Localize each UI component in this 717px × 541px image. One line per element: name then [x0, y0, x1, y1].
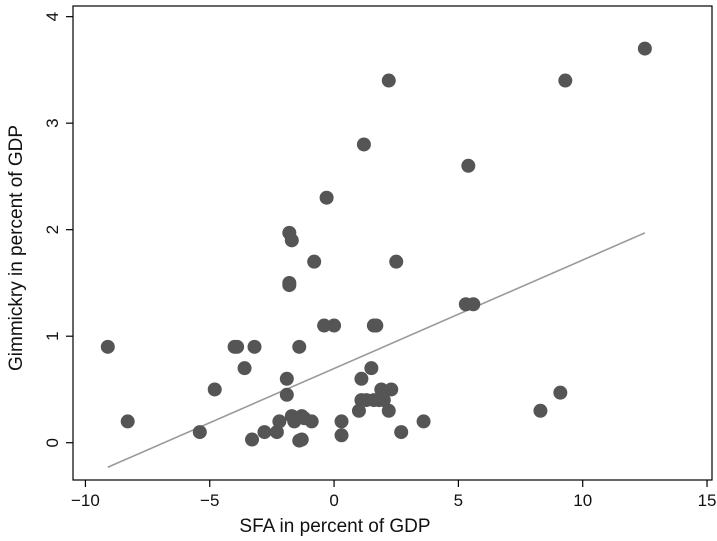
x-tick-label: −5 — [200, 491, 219, 510]
data-point — [207, 382, 222, 397]
data-point — [327, 318, 342, 333]
data-point — [384, 382, 399, 397]
data-point — [558, 73, 573, 88]
data-point — [637, 41, 652, 56]
data-point — [351, 403, 366, 418]
data-point — [304, 414, 319, 429]
data-point — [533, 403, 548, 418]
y-axis-title: Gimmickry in percent of GDP — [6, 125, 27, 371]
data-point — [284, 233, 299, 248]
data-point — [374, 382, 389, 397]
y-tick-label: 0 — [43, 438, 62, 447]
data-point — [237, 361, 252, 376]
data-point — [282, 278, 297, 293]
data-point — [192, 425, 207, 440]
data-point — [294, 432, 309, 447]
x-tick-label: 0 — [329, 491, 338, 510]
data-point — [381, 403, 396, 418]
data-point — [247, 339, 262, 354]
data-point — [120, 414, 135, 429]
x-axis-title: SFA in percent of GDP — [239, 516, 430, 537]
data-point — [100, 339, 115, 354]
data-point — [272, 414, 287, 429]
data-point — [292, 339, 307, 354]
fit-line-layer — [107, 232, 646, 468]
x-tick-label: 5 — [454, 491, 463, 510]
y-tick-label: 2 — [43, 225, 62, 234]
y-tick-label: 3 — [43, 118, 62, 127]
y-tick-label: 4 — [43, 12, 62, 21]
x-tick-label: 15 — [698, 491, 717, 510]
x-axis: −10 −5 0 5 10 15 — [71, 480, 716, 510]
data-point — [376, 393, 391, 408]
data-point — [461, 158, 476, 173]
data-point — [354, 371, 369, 386]
data-point — [364, 361, 379, 376]
plot-frame — [72, 5, 713, 481]
data-point — [381, 73, 396, 88]
data-point — [356, 137, 371, 152]
data-point — [369, 318, 384, 333]
x-tick-label: −10 — [71, 491, 100, 510]
data-point — [394, 425, 409, 440]
data-point — [553, 385, 568, 400]
data-point — [319, 190, 334, 205]
y-tick-label: 1 — [43, 331, 62, 340]
data-point — [230, 339, 245, 354]
data-point — [334, 414, 349, 429]
y-axis: 0 1 2 3 4 — [43, 12, 73, 447]
data-point — [279, 371, 294, 386]
data-point — [279, 387, 294, 402]
data-point — [307, 254, 322, 269]
data-point — [334, 428, 349, 443]
points-layer — [100, 41, 652, 448]
data-point — [317, 318, 332, 333]
x-tick-label: 10 — [573, 491, 592, 510]
data-point — [257, 425, 272, 440]
data-point — [416, 414, 431, 429]
data-point — [466, 297, 481, 312]
data-point — [389, 254, 404, 269]
fit-line — [107, 232, 646, 468]
data-point — [245, 432, 260, 447]
data-point — [269, 425, 284, 440]
